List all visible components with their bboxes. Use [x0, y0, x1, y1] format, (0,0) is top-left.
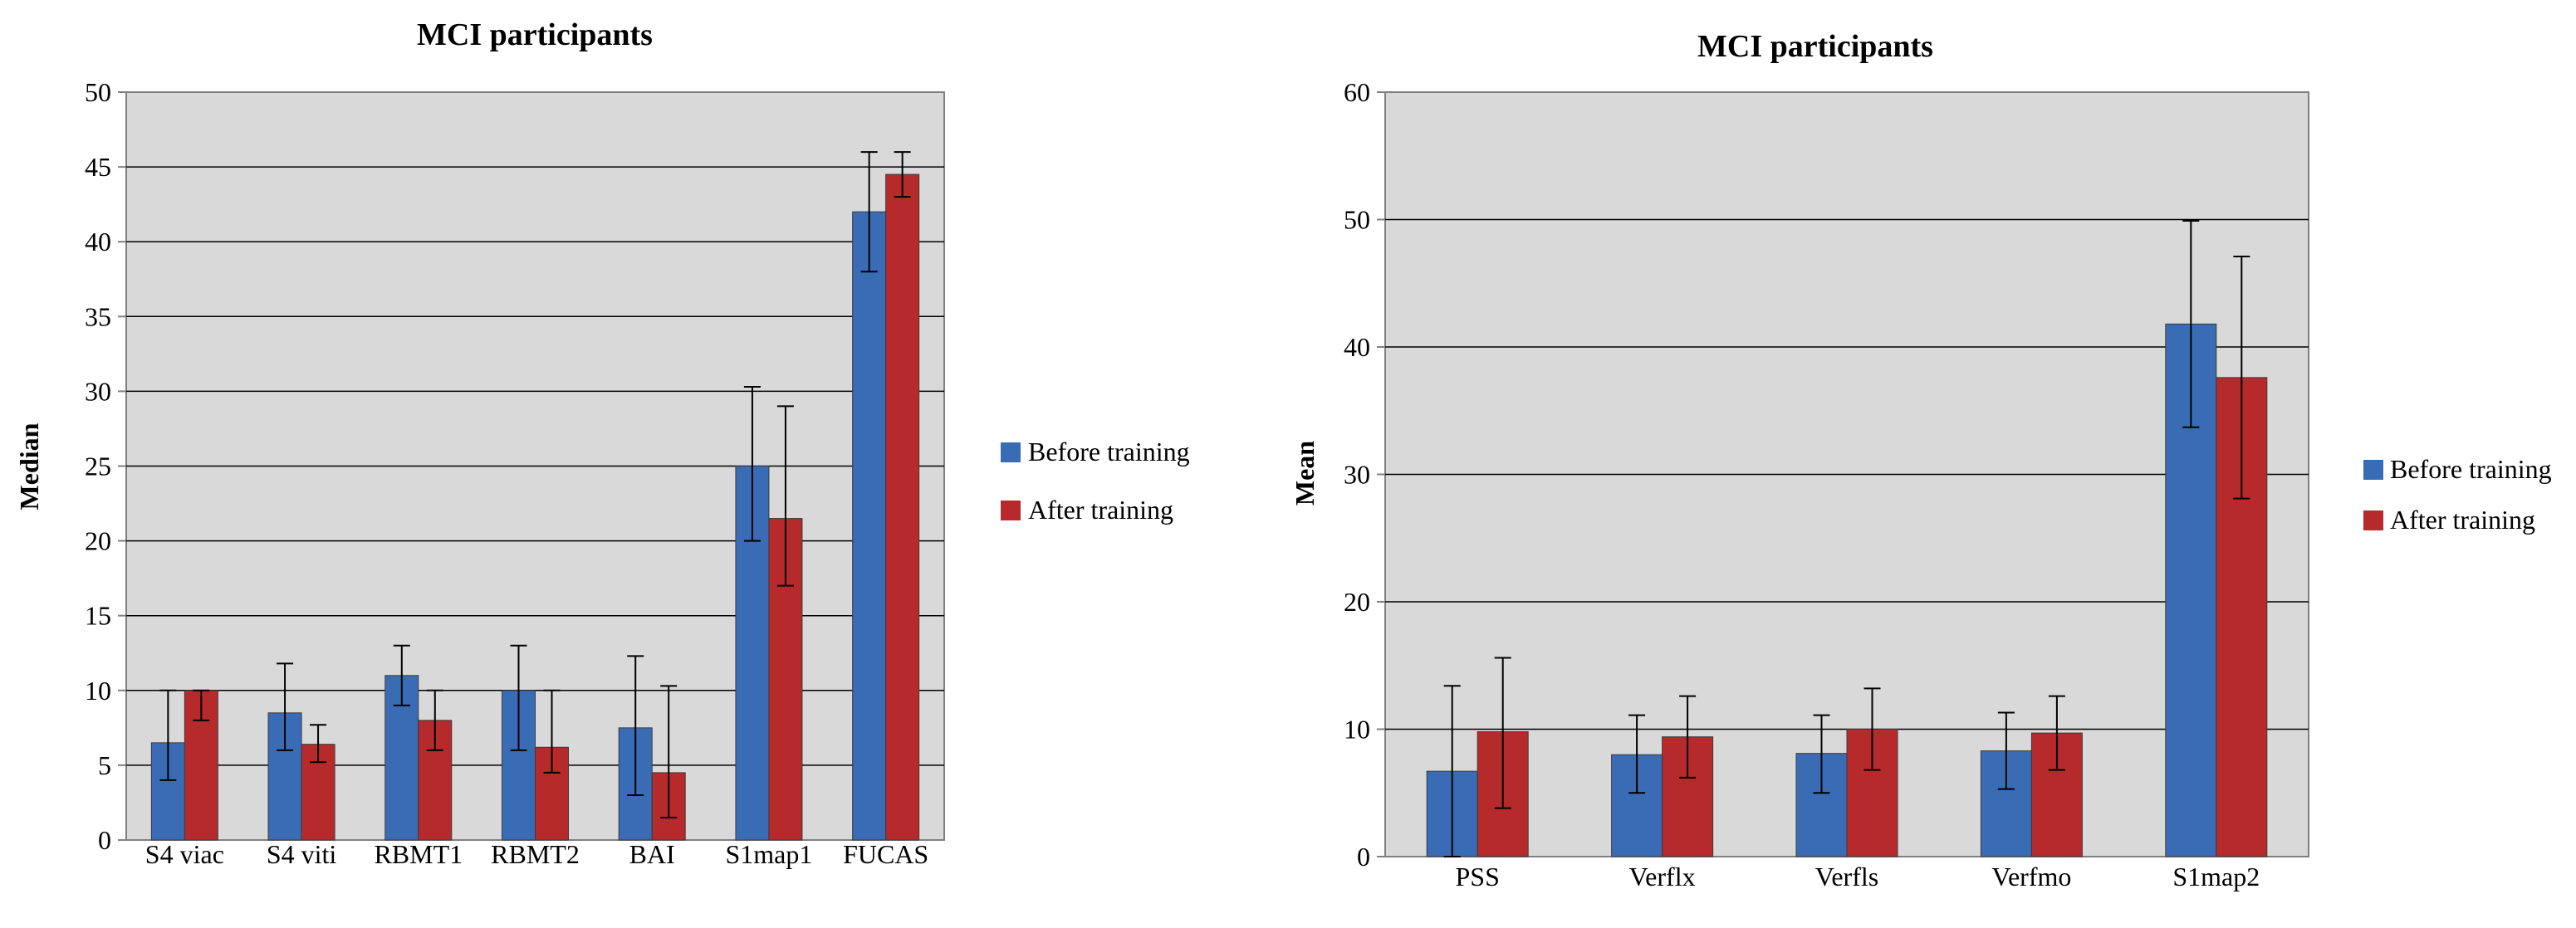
y-tick-label: 45: [85, 152, 111, 182]
y-axis-label: Median: [14, 422, 44, 510]
legend: Before training After training: [2363, 454, 2552, 535]
x-category-label: Verflx: [1629, 862, 1696, 891]
y-tick-label: 5: [98, 750, 111, 780]
gridlines: [126, 166, 944, 766]
chart-mean: 0 10 20 30 40 50 60 PSS Verflx Verfls Verfmo S1map…: [1290, 29, 2552, 891]
x-axis-categories: S4 viac S4 viti RBMT1 RBMT2 BAI S1map1 FUCAS: [145, 839, 928, 869]
bar-after-training: [885, 173, 920, 841]
y-tick-label: 35: [85, 301, 111, 331]
x-category-label: RBMT2: [491, 839, 580, 869]
x-category-label: FUCAS: [843, 839, 928, 869]
y-axis-ticks: 0 10 20 30 40 50 60: [1344, 77, 1385, 872]
y-tick-label: 20: [1344, 587, 1370, 617]
legend-label-before: Before training: [1028, 437, 1190, 466]
x-category-label: Verfmo: [1991, 862, 2071, 891]
x-category-label: S4 viti: [267, 839, 337, 869]
y-tick-label: 40: [1344, 332, 1370, 362]
y-tick-label: 60: [1344, 77, 1370, 107]
y-tick-label: 20: [85, 526, 111, 556]
y-tick-label: 30: [1344, 460, 1370, 490]
bar-after-training: [768, 518, 803, 841]
y-tick-label: 30: [85, 376, 111, 406]
legend-swatch-after: [1001, 501, 1021, 520]
x-category-label: S4 viac: [145, 839, 224, 869]
x-axis-categories: PSS Verflx Verfls Verfmo S1map2: [1456, 862, 2260, 891]
x-category-label: S1map1: [725, 839, 812, 869]
x-category-label: RBMT1: [374, 839, 463, 869]
y-tick-label: 15: [85, 601, 111, 631]
y-tick-label: 10: [85, 676, 111, 706]
legend-label-before: Before training: [2390, 454, 2552, 484]
y-axis-ticks: 0 5 10 15 20 25 30 35 40 45 50: [85, 77, 126, 855]
chart-title: MCI participants: [417, 17, 653, 52]
legend: Before training After training: [1001, 437, 1190, 525]
error-bars: [159, 151, 911, 818]
y-axis-label: Mean: [1290, 441, 1320, 506]
y-tick-label: 40: [85, 227, 111, 256]
x-category-label: BAI: [629, 839, 675, 869]
bar-group: [150, 173, 920, 841]
error-bars: [1443, 220, 2250, 857]
chart-title: MCI participants: [1697, 29, 1933, 64]
y-tick-label: 0: [98, 825, 111, 855]
legend-label-after: After training: [2390, 505, 2535, 535]
y-tick-label: 50: [1344, 205, 1370, 235]
y-tick-label: 50: [85, 77, 111, 107]
y-tick-label: 0: [1357, 842, 1370, 872]
chart-median: 0 5 10 15 20 25 30 35 40 45 50 S4 viac S4 viti RBMT1…: [14, 17, 1190, 869]
x-category-label: Verfls: [1815, 862, 1878, 891]
x-category-label: S1map2: [2172, 862, 2260, 891]
legend-swatch-after: [2363, 510, 2383, 530]
y-tick-label: 10: [1344, 715, 1370, 745]
legend-label-after: After training: [1028, 495, 1173, 525]
x-category-label: PSS: [1456, 862, 1500, 891]
bar-before-training: [852, 211, 887, 841]
legend-swatch-before: [2363, 460, 2383, 480]
legend-swatch-before: [1001, 442, 1021, 462]
bar-after-training: [1846, 729, 1898, 857]
y-tick-label: 25: [85, 452, 111, 481]
